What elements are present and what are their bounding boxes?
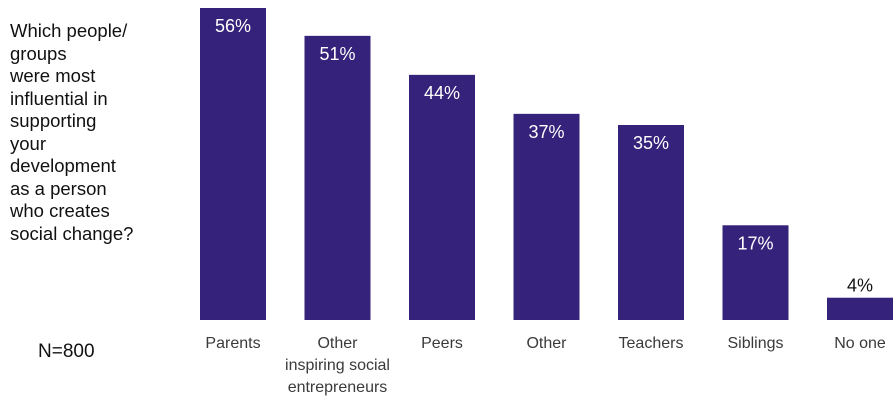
category-label: No one (834, 335, 886, 352)
category-label: Teachers (619, 335, 684, 352)
bar-other (513, 113, 580, 320)
category-label: Peers (421, 335, 463, 352)
bar-teachers (618, 125, 684, 320)
question-text: Which people/ groups were most influenti… (10, 20, 134, 244)
bar-siblings (722, 225, 789, 320)
bar-peers (409, 74, 475, 320)
category-label: Siblings (727, 335, 783, 352)
data-label: 17% (737, 233, 773, 253)
category-label: Other (526, 335, 567, 352)
data-label: 56% (215, 16, 251, 36)
bar-no-one (827, 297, 893, 320)
bar-parents (200, 8, 266, 320)
category-label: inspiring social (285, 357, 390, 374)
bar-other-inspiring-social-entrepreneurs (304, 35, 371, 320)
data-label: 37% (528, 122, 564, 142)
sample-size-label: N=800 (38, 341, 95, 362)
category-label: Other (317, 335, 358, 352)
data-label: 44% (424, 83, 460, 103)
data-label: 4% (847, 276, 873, 296)
category-label: entrepreneurs (288, 379, 388, 396)
data-label: 35% (633, 133, 669, 153)
data-label: 51% (319, 44, 355, 64)
category-label: Parents (205, 335, 260, 352)
